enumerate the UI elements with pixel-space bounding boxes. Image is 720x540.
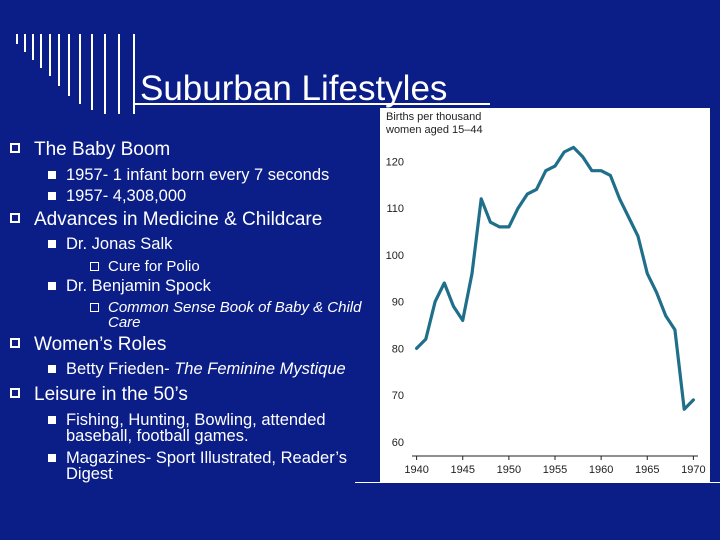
x-tick-label: 1940 <box>404 464 428 476</box>
data-point <box>470 272 474 275</box>
data-point <box>516 206 520 210</box>
hollow-square-bullet-icon <box>10 387 20 398</box>
y-tick-label: 60 <box>392 437 404 449</box>
y-axis-label-line-1: Births per thousand <box>386 111 481 123</box>
y-tick-label: 100 <box>386 250 404 262</box>
hollow-square-bullet-icon <box>90 261 99 271</box>
hollow-square-bullet-icon <box>10 338 20 348</box>
bullet-womens-roles: Women’s Roles <box>8 335 380 354</box>
x-ticks: 1940 1945 1950 1955 1960 1965 1970 <box>404 456 706 476</box>
data-point <box>526 192 529 196</box>
data-point <box>636 235 640 238</box>
y-axis-label-line-2: women aged 15–44 <box>385 124 483 136</box>
bullet-magazines: Magazines- Sport Illustrated, Reader’s D… <box>8 449 380 483</box>
birth-rate-chart: Births per thousand women aged 15–44 60 7… <box>380 108 710 482</box>
bullet-advances: Advances in Medicine & Childcare <box>8 210 380 229</box>
title-rule <box>134 103 490 105</box>
data-point <box>664 314 667 317</box>
filled-square-bullet-icon <box>48 453 56 462</box>
slide-title: Suburban Lifestyles <box>140 69 448 108</box>
hollow-square-bullet-icon <box>10 213 20 223</box>
data-point <box>646 272 649 275</box>
bullet-list: The Baby Boom 1957- 1 infant born every … <box>8 140 380 483</box>
data-point <box>572 146 575 149</box>
data-point <box>489 220 492 224</box>
data-point <box>590 169 594 172</box>
bullet-spock: Dr. Benjamin Spock <box>8 277 380 295</box>
bullet-spock-book: Common Sense Book of Baby & Child Care <box>8 300 380 330</box>
decorative-bars <box>16 34 146 114</box>
data-point <box>682 408 686 411</box>
data-point <box>452 305 455 308</box>
data-point <box>599 169 603 172</box>
filled-square-bullet-icon <box>48 415 56 424</box>
data-point <box>655 291 658 294</box>
y-tick-label: 120 <box>386 156 404 168</box>
data-point <box>692 398 695 402</box>
data-point <box>627 216 631 219</box>
hollow-square-bullet-icon <box>10 143 20 153</box>
bullet-salk: Dr. Jonas Salk <box>8 236 380 253</box>
data-point <box>609 174 612 177</box>
data-point <box>498 225 501 229</box>
y-tick-label: 80 <box>392 343 404 355</box>
data-point <box>544 169 547 172</box>
bullet-baby-boom: The Baby Boom <box>8 140 380 159</box>
y-tick-label: 110 <box>386 203 404 215</box>
x-tick-label: 1970 <box>681 464 705 476</box>
birth-rate-line <box>414 145 695 411</box>
data-point <box>563 150 566 154</box>
data-point <box>507 225 511 229</box>
data-point <box>618 197 621 200</box>
bullet-infant-rate: 1957- 1 infant born every 7 seconds <box>8 167 380 184</box>
bullet-frieden: Betty Frieden- The Feminine Mystique <box>8 361 380 378</box>
filled-square-bullet-icon <box>48 281 56 290</box>
data-point <box>424 337 428 341</box>
filled-square-bullet-icon <box>48 171 56 179</box>
y-tick-label: 90 <box>392 297 404 309</box>
data-point <box>415 347 418 350</box>
hollow-square-bullet-icon <box>90 303 99 312</box>
data-point <box>461 319 464 322</box>
bullet-births-1957: 1957- 4,308,000 <box>8 187 380 205</box>
chart-svg: Births per thousand women aged 15–44 60 7… <box>385 111 706 476</box>
x-tick-label: 1945 <box>450 464 474 476</box>
data-point <box>553 164 557 168</box>
x-tick-label: 1960 <box>589 464 613 476</box>
data-point <box>433 300 437 303</box>
filled-square-bullet-icon <box>48 365 56 373</box>
x-tick-label: 1950 <box>497 464 521 476</box>
data-point <box>479 197 483 200</box>
filled-square-bullet-icon <box>48 191 56 200</box>
x-tick-label: 1955 <box>543 464 567 476</box>
x-tick-label: 1965 <box>635 464 659 476</box>
bullet-sports: Fishing, Hunting, Bowling, attended base… <box>8 411 380 445</box>
bullet-polio: Cure for Polio <box>8 259 380 274</box>
data-point <box>673 328 677 331</box>
data-point <box>535 188 538 191</box>
data-points <box>415 146 695 411</box>
filled-square-bullet-icon <box>48 240 56 248</box>
bullet-leisure: Leisure in the 50’s <box>8 385 380 404</box>
data-point <box>443 281 446 285</box>
y-ticks: 60 70 80 90 100 110 120 <box>386 156 404 449</box>
y-tick-label: 70 <box>392 390 404 402</box>
data-point <box>581 155 584 158</box>
bottom-rule <box>355 482 720 483</box>
